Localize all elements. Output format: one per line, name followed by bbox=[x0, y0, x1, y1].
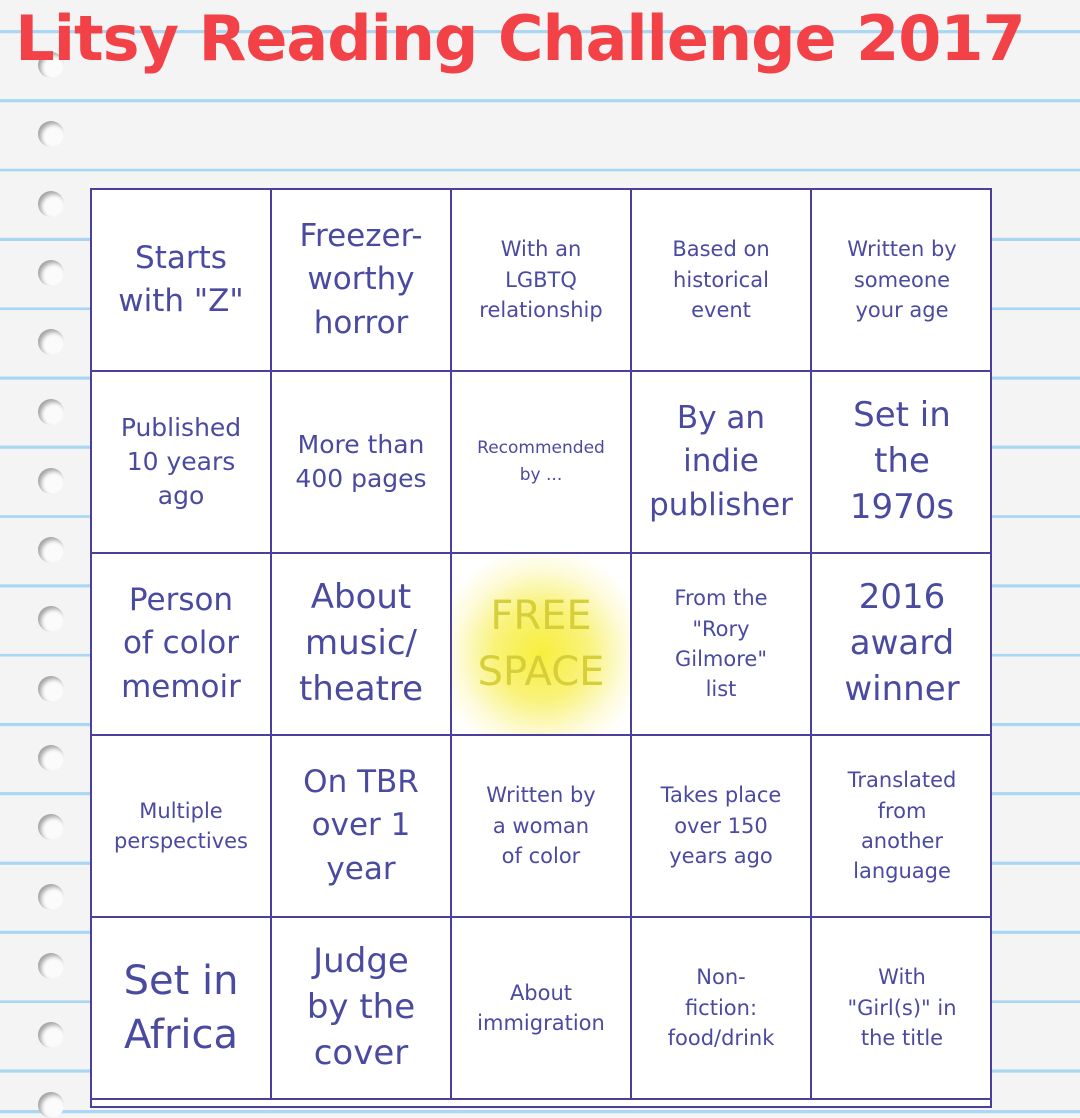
binder-hole-icon bbox=[38, 537, 64, 564]
bingo-cell[interactable]: Takes place over 150 years ago bbox=[632, 736, 812, 918]
free-space-cell[interactable]: FREE SPACE bbox=[452, 554, 632, 736]
binder-hole-icon bbox=[38, 52, 64, 78]
binder-hole-icon bbox=[38, 329, 64, 356]
bingo-cell[interactable]: Translated from another language bbox=[812, 736, 992, 918]
bingo-cell[interactable]: Judge by the cover bbox=[272, 918, 452, 1100]
binder-hole-icon bbox=[38, 121, 64, 148]
binder-hole-icon bbox=[38, 745, 64, 771]
bingo-cell[interactable]: Set in the 1970s bbox=[812, 372, 992, 554]
bingo-cell[interactable]: About music/ theatre bbox=[272, 554, 452, 736]
binder-hole-icon bbox=[38, 814, 64, 841]
bingo-cell[interactable]: About immigration bbox=[452, 918, 632, 1100]
binder-hole-icon bbox=[38, 952, 64, 979]
bingo-cell[interactable]: 2016 award winner bbox=[812, 554, 992, 736]
bingo-cell[interactable]: Based on historical event bbox=[632, 190, 812, 372]
bingo-cell[interactable]: Person of color memoir bbox=[92, 554, 272, 736]
bingo-cell[interactable]: Recommended by ... bbox=[452, 372, 632, 554]
bingo-grid: Starts with "Z" Freezer- worthy horror W… bbox=[90, 188, 992, 1108]
bingo-cell[interactable]: Set in Africa bbox=[92, 918, 272, 1100]
bingo-cell[interactable]: More than 400 pages bbox=[272, 372, 452, 554]
bingo-cell[interactable]: Multiple perspectives bbox=[92, 736, 272, 918]
bingo-cell[interactable]: With "Girl(s)" in the title bbox=[812, 918, 992, 1100]
binder-hole-icon bbox=[38, 1022, 64, 1049]
binder-hole-icon bbox=[38, 467, 64, 494]
binder-hole-icon bbox=[38, 190, 64, 217]
binder-hole-icon bbox=[38, 675, 64, 702]
bingo-cell[interactable]: With an LGBTQ relationship bbox=[452, 190, 632, 372]
bingo-cell[interactable]: On TBR over 1 year bbox=[272, 736, 452, 918]
page-title: Litsy Reading Challenge 2017 bbox=[15, 2, 1025, 75]
bingo-cell[interactable]: Published 10 years ago bbox=[92, 372, 272, 554]
bingo-cell[interactable]: By an indie publisher bbox=[632, 372, 812, 554]
binder-hole-icon bbox=[38, 883, 64, 910]
bingo-cell[interactable]: Written by a woman of color bbox=[452, 736, 632, 918]
bingo-cell[interactable]: Freezer- worthy horror bbox=[272, 190, 452, 372]
bingo-cell[interactable]: From the "Rory Gilmore" list bbox=[632, 554, 812, 736]
bingo-cell[interactable]: Non- fiction: food/drink bbox=[632, 918, 812, 1100]
binder-hole-icon bbox=[38, 606, 64, 633]
binder-hole-icon bbox=[38, 398, 64, 425]
binder-hole-icon bbox=[38, 259, 64, 286]
binder-hole-icon bbox=[38, 1091, 64, 1118]
bingo-cell[interactable]: Written by someone your age bbox=[812, 190, 992, 372]
bingo-cell[interactable]: Starts with "Z" bbox=[92, 190, 272, 372]
